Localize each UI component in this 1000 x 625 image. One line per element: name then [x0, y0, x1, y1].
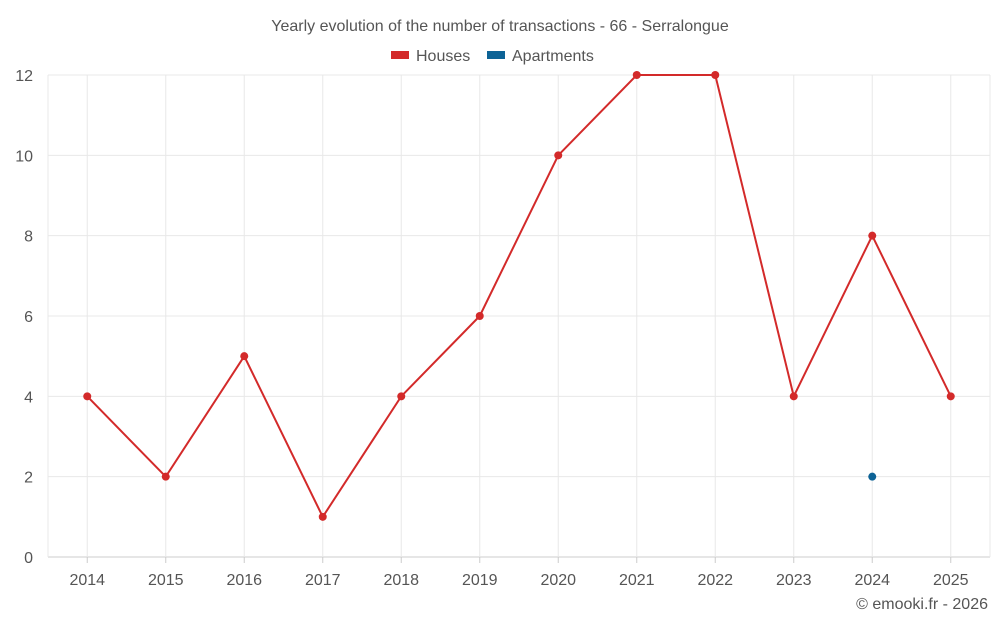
y-tick-label: 2 — [24, 470, 33, 487]
series-houses — [83, 71, 955, 521]
data-point-houses[interactable] — [789, 392, 798, 401]
data-point-houses[interactable] — [711, 71, 720, 79]
x-tick-label: 2022 — [697, 572, 733, 589]
y-tick-label: 10 — [15, 148, 33, 165]
x-axis-ticks: 2014 2015 2016 2017 2018 2019 2020 2021 2022 2023… — [69, 557, 969, 589]
data-point-houses[interactable] — [161, 472, 170, 481]
data-point-apartments[interactable] — [868, 472, 877, 481]
credit-text: © emooki.fr - 2026 — [856, 596, 988, 613]
legend-swatch-houses — [391, 51, 409, 59]
data-point-houses[interactable] — [554, 151, 563, 160]
series-layer — [83, 71, 955, 521]
grid — [47, 74, 991, 558]
y-tick-label: 6 — [24, 309, 33, 326]
data-point-houses[interactable] — [240, 352, 249, 361]
x-tick-label: 2019 — [462, 572, 498, 589]
x-tick-label: 2024 — [854, 572, 890, 589]
data-point-houses[interactable] — [868, 231, 877, 240]
data-point-houses[interactable] — [83, 392, 92, 401]
x-tick-label: 2020 — [540, 572, 576, 589]
series-apartments — [868, 472, 877, 481]
y-tick-label: 8 — [24, 229, 33, 246]
data-point-houses[interactable] — [475, 312, 484, 320]
data-point-houses[interactable] — [318, 512, 327, 521]
x-tick-label: 2018 — [383, 572, 419, 589]
y-tick-label: 4 — [24, 389, 33, 406]
y-tick-label: 12 — [15, 68, 33, 85]
x-tick-label: 2016 — [226, 572, 262, 589]
legend-label-apartments[interactable]: Apartments — [512, 48, 594, 65]
series-line-houses — [86, 74, 952, 519]
x-tick-label: 2023 — [776, 572, 812, 589]
data-point-houses[interactable] — [397, 392, 406, 401]
legend: Houses Apartments — [391, 48, 594, 65]
x-tick-label: 2021 — [619, 572, 655, 589]
x-tick-label: 2017 — [305, 572, 341, 589]
chart-title: Yearly evolution of the number of transa… — [271, 18, 729, 35]
x-tick-label: 2025 — [933, 572, 969, 589]
data-point-houses[interactable] — [632, 71, 641, 79]
data-point-houses[interactable] — [946, 392, 955, 401]
x-tick-label: 2014 — [69, 572, 105, 589]
legend-label-houses[interactable]: Houses — [416, 48, 470, 65]
x-tick-label: 2015 — [148, 572, 184, 589]
y-tick-label: 0 — [24, 550, 33, 567]
y-axis-ticks: 0 2 4 6 8 10 12 — [15, 68, 33, 567]
legend-swatch-apartments — [487, 51, 505, 59]
